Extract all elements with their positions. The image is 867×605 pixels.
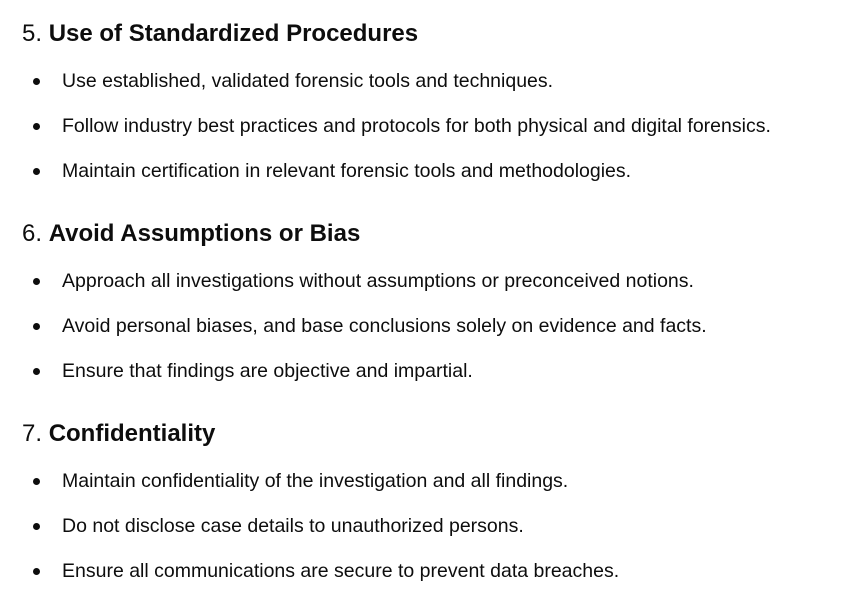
list-item-text: Maintain certification in relevant foren…: [62, 160, 632, 182]
section-avoid-assumptions: 6. Avoid Assumptions or Bias Approach al…: [22, 219, 867, 404]
list-item: Ensure all communications are secure to …: [22, 559, 867, 604]
section-confidentiality: 7. Confidentiality Maintain confidential…: [22, 419, 867, 604]
section-title: Confidentiality: [48, 420, 216, 447]
list-item-text: Ensure all communications are secure to …: [62, 560, 620, 582]
bullet-list: Approach all investigations without assu…: [22, 269, 867, 404]
section-number: 6.: [22, 220, 43, 247]
list-item: Maintain certification in relevant foren…: [22, 159, 867, 204]
bullet-icon: [33, 323, 40, 330]
section-heading: 5. Use of Standardized Procedures: [22, 19, 867, 49]
list-item: Approach all investigations without assu…: [22, 269, 867, 314]
section-heading: 6. Avoid Assumptions or Bias: [22, 219, 867, 249]
section-heading: 7. Confidentiality: [22, 419, 867, 449]
list-item: Ensure that findings are objective and i…: [22, 359, 867, 404]
list-item-text: Do not disclose case details to unauthor…: [62, 515, 524, 537]
bullet-list: Maintain confidentiality of the investig…: [22, 469, 867, 604]
list-item: Do not disclose case details to unauthor…: [22, 514, 867, 559]
bullet-icon: [33, 478, 40, 485]
list-item: Maintain confidentiality of the investig…: [22, 469, 867, 514]
list-item-text: Ensure that findings are objective and i…: [62, 360, 473, 382]
section-title: Use of Standardized Procedures: [48, 20, 419, 47]
bullet-icon: [33, 523, 40, 530]
bullet-list: Use established, validated forensic tool…: [22, 69, 867, 204]
list-item: Avoid personal biases, and base conclusi…: [22, 314, 867, 359]
section-title: Avoid Assumptions or Bias: [48, 220, 361, 247]
list-item-text: Use established, validated forensic tool…: [62, 70, 554, 92]
bullet-icon: [33, 123, 40, 130]
list-item-text: Follow industry best practices and proto…: [62, 115, 771, 137]
section-standardized-procedures: 5. Use of Standardized Procedures Use es…: [22, 19, 867, 204]
bullet-icon: [33, 568, 40, 575]
bullet-icon: [33, 278, 40, 285]
list-item: Use established, validated forensic tool…: [22, 69, 867, 114]
list-item: Follow industry best practices and proto…: [22, 114, 867, 159]
list-item-text: Maintain confidentiality of the investig…: [62, 470, 569, 492]
bullet-icon: [33, 78, 40, 85]
section-number: 7.: [22, 420, 43, 447]
bullet-icon: [33, 168, 40, 175]
section-number: 5.: [22, 20, 43, 47]
list-item-text: Avoid personal biases, and base conclusi…: [62, 315, 707, 337]
bullet-icon: [33, 368, 40, 375]
list-item-text: Approach all investigations without assu…: [62, 270, 694, 292]
